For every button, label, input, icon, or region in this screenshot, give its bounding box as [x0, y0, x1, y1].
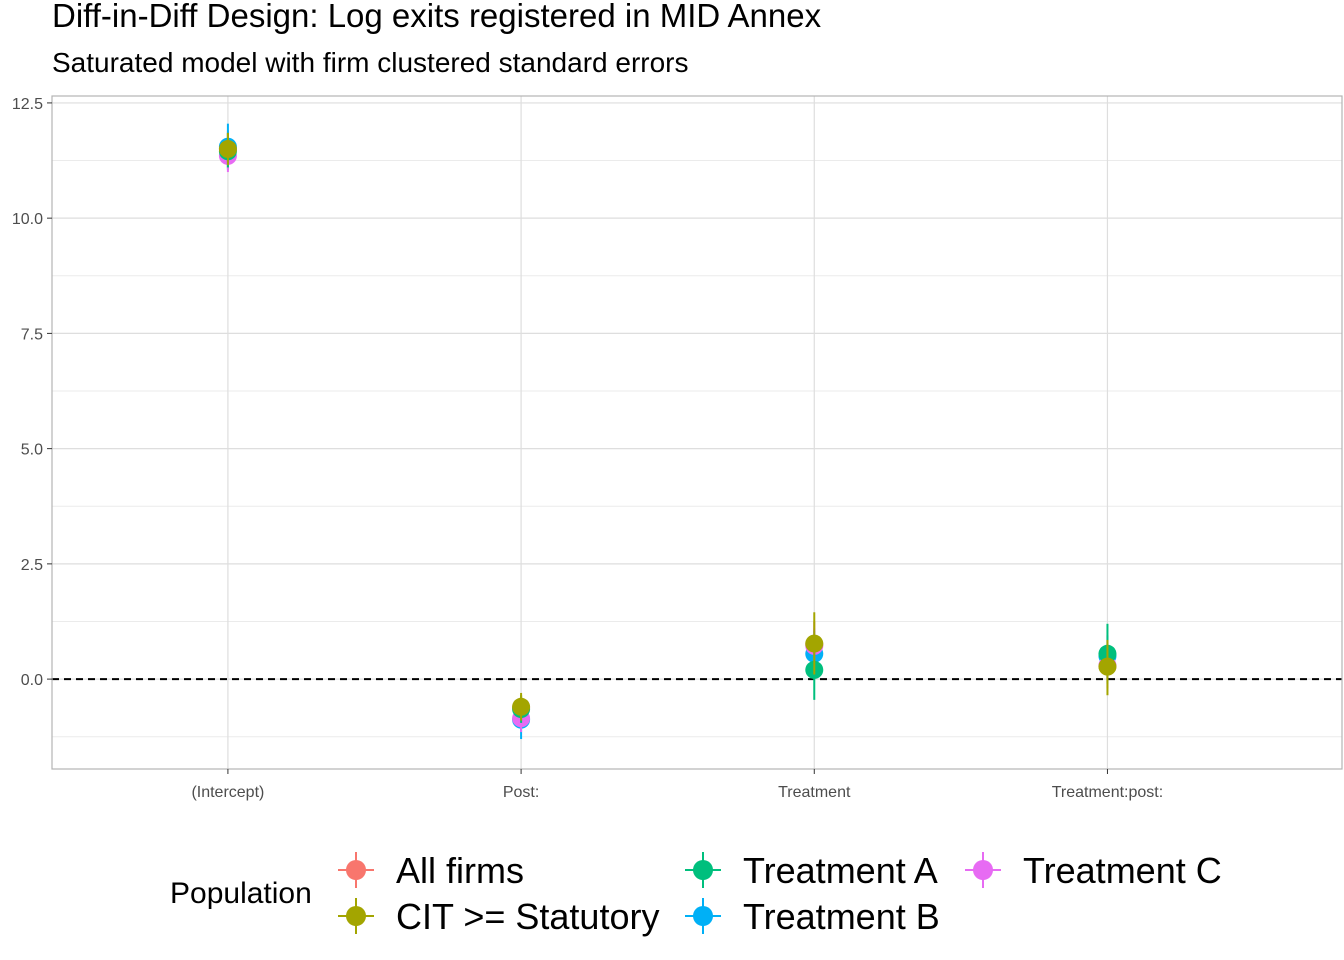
- series-treatment-c: [218, 139, 1117, 733]
- legend-item: Treatment B: [685, 896, 940, 937]
- data-point: [1098, 657, 1117, 676]
- grid: [52, 96, 1342, 769]
- y-tick-label: 2.5: [21, 557, 43, 574]
- data-point: [805, 634, 824, 653]
- legend: Population All firms CIT >= Statutory Treat…: [170, 850, 1222, 937]
- panel-border: [51, 95, 1343, 770]
- legend-label: Treatment B: [743, 896, 940, 937]
- data-point: [218, 140, 237, 159]
- x-tick-label: Treatment: [778, 784, 851, 801]
- legend-key-point: [346, 906, 366, 926]
- chart-title: Diff-in-Diff Design: Log exits registere…: [52, 0, 822, 34]
- legend-item: CIT >= Statutory: [338, 896, 659, 937]
- legend-label: Treatment A: [743, 850, 938, 891]
- x-tick-label: Post:: [503, 784, 539, 801]
- y-tick-label: 7.5: [21, 326, 43, 343]
- legend-item: All firms: [338, 850, 524, 891]
- y-tick-label: 5.0: [21, 442, 43, 459]
- y-tick-label: 12.5: [12, 96, 43, 113]
- x-tick-label: (Intercept): [191, 784, 264, 801]
- series-cit-statutory: [218, 132, 1117, 721]
- y-axis-ticks: 0.0 2.5 5.0 7.5 10.0 12.5: [12, 96, 52, 689]
- legend-label: CIT >= Statutory: [396, 896, 659, 937]
- legend-key-point: [346, 860, 366, 880]
- legend-key-point: [693, 906, 713, 926]
- y-tick-label: 0.0: [21, 672, 43, 689]
- series-all-firms: [218, 130, 1117, 721]
- chart-subtitle: Saturated model with firm clustered stan…: [52, 47, 689, 78]
- series-treatment-a: [218, 132, 1117, 723]
- legend-item: Treatment A: [685, 850, 938, 891]
- legend-item: Treatment C: [965, 850, 1222, 891]
- legend-label: Treatment C: [1023, 850, 1222, 891]
- data-marks: [218, 123, 1117, 740]
- legend-title: Population: [170, 877, 312, 910]
- legend-label: All firms: [396, 850, 524, 891]
- series-treatment-b: [218, 123, 1117, 740]
- data-point: [512, 697, 531, 716]
- legend-key-point: [693, 860, 713, 880]
- x-axis-ticks: (Intercept) Post: Treatment Treatment:post:: [191, 769, 1163, 801]
- legend-key-point: [973, 860, 993, 880]
- x-tick-label: Treatment:post:: [1052, 784, 1163, 801]
- y-tick-label: 10.0: [12, 211, 43, 228]
